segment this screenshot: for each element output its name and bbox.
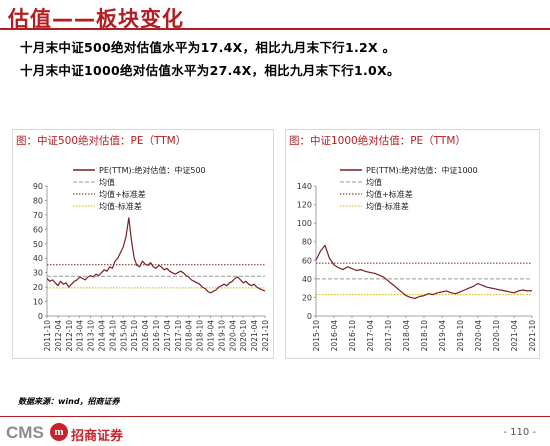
legend-label: PE(TTM):绝对估值：中证500: [99, 165, 206, 175]
legend-label: 均值: [99, 177, 115, 187]
page-title: 估值——板块变化: [8, 7, 184, 31]
chart-csi500-pe: 图：中证500绝对估值：PE（TTM） PE(TTM):绝对估值：中证500 均值…: [12, 129, 274, 359]
company-name: 招商证券: [71, 429, 124, 444]
page-number: - 110 -: [503, 427, 536, 438]
summary-line-csi500: 十月末中证500绝对估值水平为17.4X，相比九月末下行1.2X 。: [20, 40, 396, 55]
y-tick-label: 20: [33, 283, 43, 292]
pe-series-line: [46, 217, 266, 294]
x-tick-label: 2020-04: [474, 320, 483, 352]
x-tick-label: 2015-04: [119, 320, 128, 352]
legend-label: 均值-标准差: [366, 201, 409, 211]
x-tick-label: 2017-04: [163, 320, 172, 352]
x-tick-label: 2017-10: [174, 320, 183, 352]
legend-label: 均值: [366, 177, 382, 187]
y-tick-label: 30: [33, 269, 43, 278]
chart-title: 图：中证1000绝对估值：PE（TTM）: [289, 135, 466, 147]
y-tick-label: 20: [302, 293, 312, 302]
x-tick-label: 2018-04: [402, 320, 411, 352]
cms-logo-icon: m: [50, 423, 68, 441]
legend-label: 均值+标准差: [99, 189, 146, 199]
x-tick-label: 2021-04: [510, 320, 519, 352]
legend-label: PE(TTM):绝对估值：中证1000: [366, 165, 478, 175]
x-tick-label: 2016-04: [141, 320, 150, 352]
y-tick-label: 70: [33, 211, 43, 220]
x-tick-label: 2016-10: [348, 320, 357, 352]
x-tick-label: 2021-10: [528, 320, 537, 352]
cms-logo-text: CMS: [6, 423, 44, 442]
x-tick-label: 2013-04: [76, 320, 85, 352]
y-tick-label: 140: [297, 182, 312, 191]
title-divider: [0, 28, 550, 30]
footer-divider: [0, 416, 550, 417]
y-tick-label: 90: [33, 182, 43, 191]
x-tick-label: 2018-10: [420, 320, 429, 352]
chart-title: 图：中证500绝对估值：PE（TTM）: [16, 135, 187, 147]
x-tick-label: 2013-10: [87, 320, 96, 352]
x-tick-label: 2012-10: [65, 320, 74, 352]
chart-csi1000-pe: 图：中证1000绝对估值：PE（TTM） PE(TTM):绝对估值：中证1000…: [285, 129, 540, 359]
x-tick-label: 2019-04: [438, 320, 447, 352]
y-tick-label: 120: [297, 201, 312, 210]
x-tick-label: 2012-04: [54, 320, 63, 352]
y-tick-label: 100: [297, 219, 312, 228]
x-tick-label: 2011-10: [43, 320, 52, 352]
x-tick-label: 2020-10: [239, 320, 248, 352]
data-source-note: 数据来源：wind，招商证券: [18, 397, 120, 406]
x-tick-label: 2021-10: [261, 320, 270, 352]
y-tick-label: 0: [38, 312, 43, 321]
x-tick-label: 2016-10: [152, 320, 161, 352]
x-tick-label: 2018-04: [185, 320, 194, 352]
x-tick-label: 2015-10: [130, 320, 139, 352]
y-tick-label: 60: [33, 225, 43, 234]
y-tick-label: 0: [307, 312, 312, 321]
pe-series-line: [315, 244, 533, 299]
x-tick-label: 2019-04: [207, 320, 216, 352]
legend-label: 均值+标准差: [366, 189, 413, 199]
x-tick-label: 2020-04: [228, 320, 237, 352]
x-tick-label: 2017-04: [366, 320, 375, 352]
x-tick-label: 2021-04: [250, 320, 259, 352]
y-tick-label: 60: [302, 256, 312, 265]
x-tick-label: 2016-04: [330, 320, 339, 352]
x-tick-label: 2017-10: [384, 320, 393, 352]
y-tick-label: 80: [302, 238, 312, 247]
x-tick-label: 2015-10: [312, 320, 321, 352]
y-tick-label: 10: [33, 298, 43, 307]
y-tick-label: 50: [33, 240, 43, 249]
y-tick-label: 40: [33, 254, 43, 263]
x-tick-label: 2019-10: [217, 320, 226, 352]
summary-line-csi1000: 十月末中证1000绝对估值水平为27.4X，相比九月末下行1.0X。: [20, 63, 400, 78]
x-tick-label: 2014-10: [108, 320, 117, 352]
x-tick-label: 2019-10: [456, 320, 465, 352]
y-tick-label: 80: [33, 196, 43, 205]
x-tick-label: 2020-10: [492, 320, 501, 352]
legend-label: 均值-标准差: [99, 201, 142, 211]
x-tick-label: 2014-04: [98, 320, 107, 352]
y-tick-label: 40: [302, 275, 312, 284]
x-tick-label: 2018-10: [196, 320, 205, 352]
